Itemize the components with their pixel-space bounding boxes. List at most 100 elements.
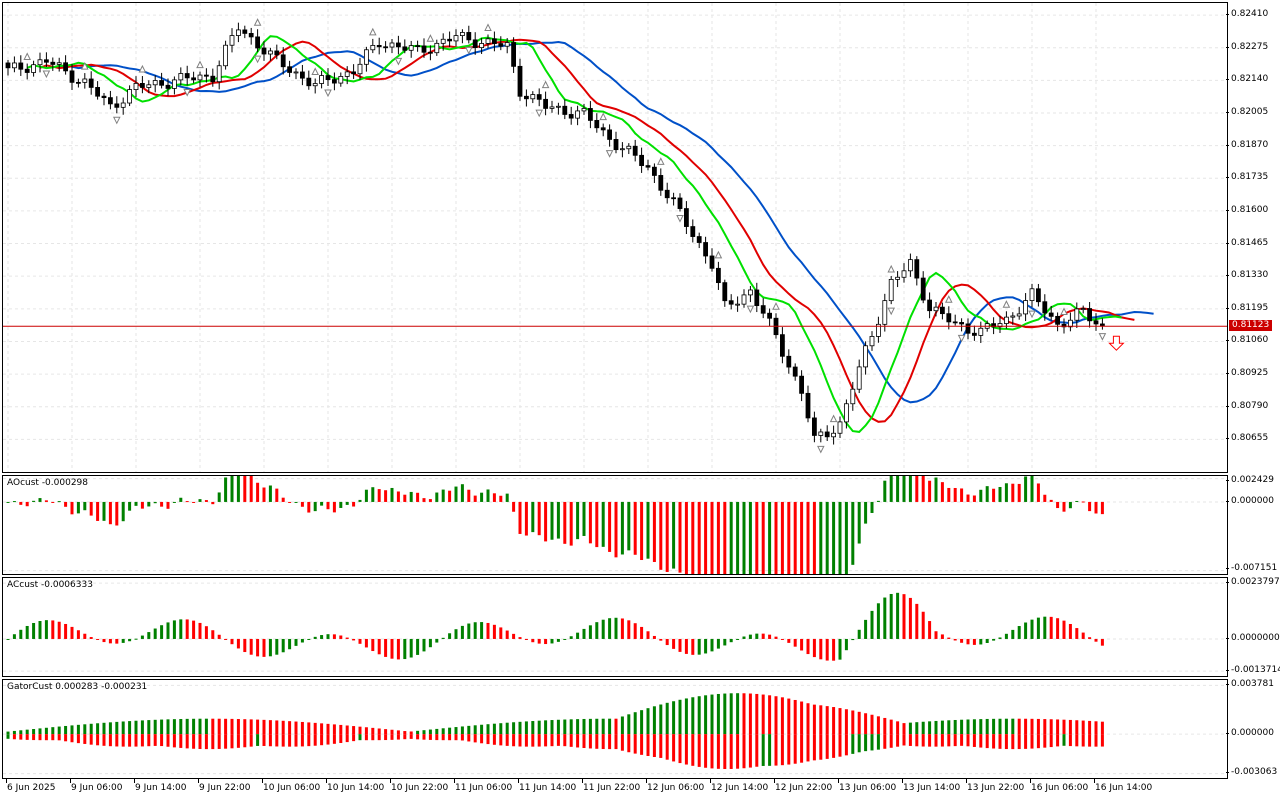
accust-bar bbox=[1056, 618, 1060, 639]
gator-lower-bar bbox=[268, 734, 272, 747]
gator-upper-bar bbox=[998, 718, 1002, 735]
gator-upper-bar bbox=[217, 718, 221, 735]
gator-lower-bar bbox=[1094, 734, 1098, 747]
accust-bar bbox=[121, 638, 125, 643]
fractal-up-icon bbox=[253, 18, 262, 26]
candle bbox=[805, 385, 811, 423]
candle bbox=[152, 75, 158, 93]
accust-bar bbox=[96, 638, 100, 640]
gator-lower-bar bbox=[646, 734, 650, 756]
gator-upper-bar bbox=[403, 731, 407, 735]
aocust-bar bbox=[761, 501, 765, 574]
fractal-up-icon bbox=[23, 52, 32, 61]
candle bbox=[709, 248, 715, 272]
gator-upper-bar bbox=[742, 693, 746, 735]
candle bbox=[82, 73, 88, 89]
aocust-bar bbox=[812, 501, 816, 574]
gator-upper-bar bbox=[716, 693, 720, 735]
candle bbox=[549, 100, 555, 113]
price-y-tick: 0.80655 bbox=[1225, 433, 1269, 444]
aocust-bar bbox=[716, 501, 720, 574]
candle bbox=[498, 36, 504, 51]
aocust-bar bbox=[998, 486, 1002, 502]
aocust-bar bbox=[332, 501, 336, 513]
aocust-bar bbox=[384, 490, 388, 502]
gator-lower-bar bbox=[70, 734, 74, 743]
gator-upper-bar bbox=[345, 725, 349, 735]
aocust-bar bbox=[614, 501, 618, 558]
gator-upper-bar bbox=[1030, 718, 1034, 735]
candle bbox=[722, 279, 728, 307]
gator-lower-bar bbox=[704, 734, 708, 768]
candle bbox=[613, 131, 619, 154]
aocust-bar bbox=[832, 501, 836, 574]
gator-lower-bar bbox=[32, 734, 36, 741]
aocust-bar bbox=[595, 501, 599, 548]
accust-bar bbox=[806, 638, 810, 655]
aocust-bar bbox=[243, 476, 247, 502]
accust-bar bbox=[972, 638, 976, 645]
gator-indicator-pane[interactable]: GatorCust 0.000283 -0.000231 bbox=[2, 679, 1228, 779]
candle bbox=[1080, 305, 1086, 314]
candle bbox=[920, 271, 926, 304]
gator-upper-bar bbox=[441, 728, 445, 735]
gator-lower-bar bbox=[1030, 734, 1034, 749]
aocust-bar bbox=[281, 497, 285, 502]
gator-upper-bar bbox=[364, 727, 368, 735]
aocust-bar bbox=[236, 476, 240, 502]
gator-lower-bar bbox=[147, 734, 151, 747]
accust-bar bbox=[582, 628, 586, 639]
ao-indicator-pane[interactable]: AOcust -0.000298 bbox=[2, 475, 1228, 575]
aocust-bar bbox=[512, 501, 516, 512]
candle bbox=[850, 381, 856, 411]
gator-lower-bar bbox=[12, 734, 16, 740]
indicator-y-tick: 0.003781 bbox=[1226, 679, 1274, 690]
candle bbox=[229, 28, 235, 53]
candle bbox=[127, 85, 132, 107]
aocust-bar bbox=[492, 493, 496, 502]
price-y-tick: 0.81735 bbox=[1225, 172, 1269, 183]
fractal-down-icon bbox=[394, 57, 403, 66]
candle bbox=[331, 72, 337, 91]
gator-lower-bar bbox=[243, 734, 247, 748]
gator-lower-bar bbox=[364, 734, 368, 741]
gator-lower-bar bbox=[371, 734, 375, 741]
accust-bar bbox=[492, 624, 496, 639]
aocust-bar bbox=[646, 501, 650, 559]
gator-lower-bar bbox=[761, 734, 765, 766]
aocust-bar bbox=[768, 501, 772, 574]
price-y-tick: 0.82410 bbox=[1225, 9, 1269, 20]
gator-lower-bar bbox=[377, 734, 381, 741]
ao-y-axis: 0.002429 0.000000 -0.007151 bbox=[1225, 475, 1280, 575]
accust-bar bbox=[819, 638, 823, 660]
gator-lower-bar bbox=[358, 734, 362, 741]
gator-upper-bar bbox=[134, 720, 138, 735]
aocust-bar bbox=[448, 490, 452, 502]
gator-lower-bar bbox=[550, 734, 554, 747]
gator-lower-bar bbox=[57, 734, 61, 741]
ac-indicator-pane[interactable]: ACcust -0.0006333 bbox=[2, 577, 1228, 677]
accust-bar bbox=[550, 638, 554, 644]
sell-signal-arrow-icon bbox=[1108, 335, 1125, 351]
aocust-bar bbox=[793, 501, 797, 574]
jaw-line bbox=[58, 40, 1154, 404]
gator-lower-bar bbox=[710, 734, 714, 769]
gator-lower-bar bbox=[64, 734, 68, 742]
accust-bar bbox=[505, 630, 509, 639]
candle bbox=[76, 78, 81, 88]
accust-bar bbox=[448, 633, 452, 639]
candle bbox=[191, 71, 197, 84]
accust-bar bbox=[140, 635, 144, 639]
aocust-bar bbox=[972, 495, 976, 502]
price-chart-pane[interactable] bbox=[2, 2, 1228, 473]
aocust-bar bbox=[256, 482, 260, 502]
time-tick-label: 9 Jun 22:00 bbox=[197, 779, 251, 793]
candle bbox=[203, 68, 209, 83]
time-tick-label: 9 Jun 06:00 bbox=[69, 779, 123, 793]
candle bbox=[908, 253, 913, 277]
gator-upper-bar bbox=[979, 719, 983, 735]
aocust-bar bbox=[787, 501, 791, 574]
accust-bar bbox=[19, 629, 23, 639]
aocust-bar bbox=[32, 500, 36, 502]
candle bbox=[504, 38, 510, 54]
